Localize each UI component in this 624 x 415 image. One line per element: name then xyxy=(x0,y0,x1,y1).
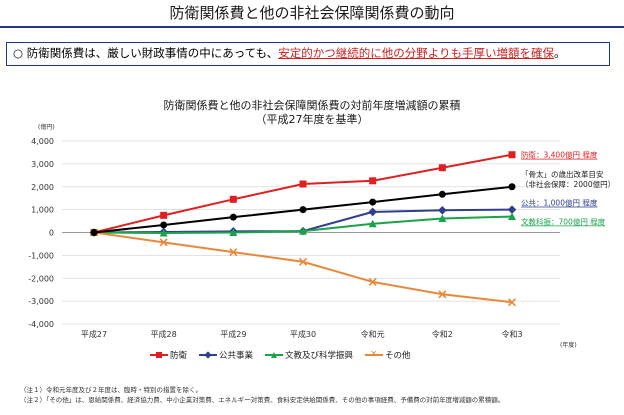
legend-entry: × その他 xyxy=(365,349,411,361)
data-point xyxy=(229,213,237,221)
legend-entry: 防衛 xyxy=(150,349,187,361)
data-point xyxy=(368,277,377,286)
x-tick-label: 平成27 xyxy=(81,329,107,339)
data-point xyxy=(507,205,517,214)
data-point xyxy=(159,238,168,247)
data-point xyxy=(229,195,237,203)
chart-legend: 防衛 公共事業 文教及び科学振興 × その他 xyxy=(150,349,411,361)
data-point xyxy=(438,214,447,223)
chart-title: 防衛関係費と他の非社会保障関係費の対前年度増減額の累積 xyxy=(163,99,461,112)
y-tick-label: 3,000 xyxy=(31,160,54,169)
data-point xyxy=(159,228,168,237)
data-annotation: 「骨太」の歳出改革目安 xyxy=(521,169,604,179)
summary-text-after: 。 xyxy=(554,46,566,60)
data-point xyxy=(438,206,447,215)
x-tick-label: 平成29 xyxy=(220,329,246,339)
legend-swatch xyxy=(150,351,168,359)
data-point xyxy=(369,198,377,206)
legend-label: 文教及び科学振興 xyxy=(285,351,354,361)
summary-text-before: 防衛関係費は、厳しい財政事情の中にあっても、 xyxy=(26,46,279,60)
data-point xyxy=(160,221,168,229)
x-axis-unit: (年度) xyxy=(560,341,577,349)
legend-swatch xyxy=(265,351,284,359)
data-annotation: 防衛：3,400億円 程度 xyxy=(521,150,598,160)
y-tick-label: -2,000 xyxy=(28,274,54,283)
data-point xyxy=(438,164,446,172)
data-point xyxy=(438,190,446,198)
x-tick-label: 平成30 xyxy=(290,329,316,339)
data-point xyxy=(299,206,307,214)
data-point xyxy=(299,180,307,188)
y-tick-label: -3,000 xyxy=(28,297,54,306)
data-point xyxy=(299,227,307,235)
chart-subtitle: （平成27年度を基準） xyxy=(255,113,369,126)
legend-entry: 公共事業 xyxy=(199,349,253,361)
page-title: 防衛関係費と他の非社会保障関係費の動向 xyxy=(169,4,455,22)
legend-swatch: × xyxy=(365,350,384,359)
footnote-2: （注２）「その他」は、恩給関係費、経済協力費、中小企業対策費、エネルギー対策費、… xyxy=(20,396,505,404)
legend-label: 防衛 xyxy=(170,351,188,361)
footnote-1: （注１）令和元年度及び２年度は、臨時・特別の措置を除く。 xyxy=(20,386,202,394)
data-point xyxy=(508,183,516,191)
legend-swatch xyxy=(199,351,218,359)
data-point xyxy=(160,211,168,219)
x-tick-label: 令和3 xyxy=(501,329,522,339)
data-point xyxy=(229,228,238,236)
data-point xyxy=(508,151,516,159)
data-point xyxy=(368,219,377,228)
x-tick-label: 令和元 xyxy=(361,329,385,339)
data-annotation: （非社会保障：2000億円） xyxy=(521,179,615,189)
data-point xyxy=(90,229,98,236)
x-tick-label: 令和2 xyxy=(432,329,453,339)
legend-label: その他 xyxy=(385,351,411,361)
summary-box: ○ 防衛関係費は、厳しい財政事情の中にあっても、安定的かつ継続的に他の分野よりも… xyxy=(6,42,610,66)
legend-entry: 文教及び科学振興 xyxy=(265,349,353,361)
data-annotation: 文教科振：700億円 程度 xyxy=(521,216,606,226)
footnotes: （注１）令和元年度及び２年度は、臨時・特別の措置を除く。 （注２）「その他」は、… xyxy=(20,385,504,405)
data-point xyxy=(508,212,516,220)
data-point xyxy=(369,177,377,185)
y-tick-label: 4,000 xyxy=(31,137,54,146)
y-tick-label: -1,000 xyxy=(28,251,54,260)
y-tick-label: 2,000 xyxy=(31,183,54,192)
y-tick-label: -4,000 xyxy=(28,320,54,329)
series-line xyxy=(93,231,513,304)
summary-highlight: 安定的かつ継続的に他の分野よりも手厚い増額を確保 xyxy=(278,46,554,60)
summary-bullet: ○ xyxy=(13,46,24,60)
y-tick-label: 0 xyxy=(49,229,54,238)
y-tick-label: 1,000 xyxy=(31,206,54,215)
data-point xyxy=(229,248,238,257)
x-tick-label: 平成28 xyxy=(151,329,177,339)
data-annotation: 公共：1,000億円 程度 xyxy=(521,198,598,208)
legend-label: 公共事業 xyxy=(219,351,254,361)
data-point xyxy=(298,257,308,266)
data-point xyxy=(438,290,447,299)
title-divider xyxy=(0,26,624,28)
y-axis-unit: (億円) xyxy=(38,123,55,131)
data-point xyxy=(507,298,517,307)
data-point xyxy=(368,207,377,217)
